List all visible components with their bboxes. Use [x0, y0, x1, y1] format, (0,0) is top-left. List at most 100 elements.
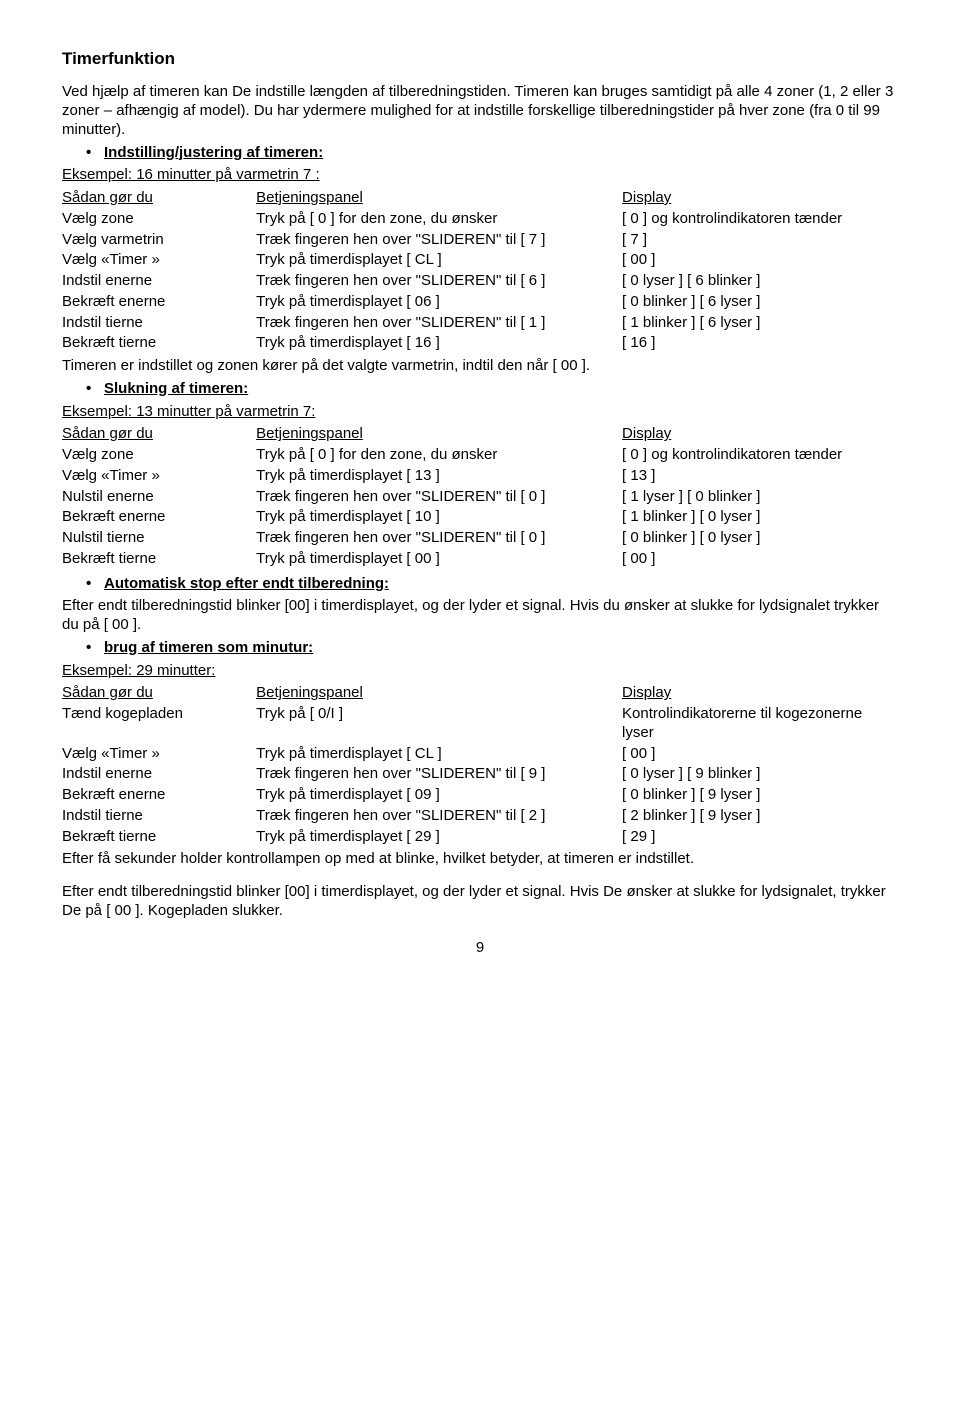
auto-stop-paragraph: Efter endt tilberedningstid blinker [00]…: [62, 597, 898, 635]
cell: Kontrolindikatorerne til kogezonerne lys…: [622, 705, 898, 745]
cell: [ 00 ]: [622, 745, 898, 766]
cell: Vælg «Timer »: [62, 745, 256, 766]
cell: Vælg zone: [62, 446, 256, 467]
table1-note: Timeren er indstillet og zonen kører på …: [62, 357, 898, 376]
cell: Træk fingeren hen over "SLIDEREN" til [ …: [256, 529, 622, 550]
cell: Bekræft tierne: [62, 334, 256, 355]
cell: Træk fingeren hen over "SLIDEREN" til [ …: [256, 272, 622, 293]
table-row: Bekræft tierne Tryk på timerdisplayet [ …: [62, 828, 898, 849]
cell: Træk fingeren hen over "SLIDEREN" til [ …: [256, 231, 622, 252]
cell: Tænd kogepladen: [62, 705, 256, 745]
cell: Tryk på [ 0/I ]: [256, 705, 622, 745]
table-row: Indstil enerne Træk fingeren hen over "S…: [62, 272, 898, 293]
final-paragraph: Efter endt tilberedningstid blinker [00]…: [62, 883, 898, 921]
cell: [ 1 blinker ] [ 6 lyser ]: [622, 314, 898, 335]
table-row: Tænd kogepladen Tryk på [ 0/I ] Kontroli…: [62, 705, 898, 745]
table-row: Bekræft tierne Tryk på timerdisplayet [ …: [62, 550, 898, 571]
cell: [ 1 blinker ] [ 0 lyser ]: [622, 508, 898, 529]
table-header-row: Sådan gør du Betjeningspanel Display: [62, 684, 898, 705]
cell: Tryk på [ 0 ] for den zone, du ønsker: [256, 210, 622, 231]
table-row: Vælg «Timer » Tryk på timerdisplayet [ C…: [62, 251, 898, 272]
cell: [ 0 blinker ] [ 0 lyser ]: [622, 529, 898, 550]
table-header-row: Sådan gør du Betjeningspanel Display: [62, 189, 898, 210]
table3-note: Efter få sekunder holder kontrollampen o…: [62, 850, 898, 869]
cell: Tryk på timerdisplayet [ 06 ]: [256, 293, 622, 314]
table-row: Bekræft enerne Tryk på timerdisplayet [ …: [62, 293, 898, 314]
cell: Indstil enerne: [62, 765, 256, 786]
header-display: Display: [622, 425, 898, 446]
table-example-3: Sådan gør du Betjeningspanel Display Tæn…: [62, 684, 898, 848]
cell: Bekræft tierne: [62, 828, 256, 849]
cell: Vælg zone: [62, 210, 256, 231]
bullet-minute-timer: brug af timeren som minutur:: [62, 639, 898, 658]
cell: [ 16 ]: [622, 334, 898, 355]
cell: Tryk på timerdisplayet [ 00 ]: [256, 550, 622, 571]
cell: Indstil enerne: [62, 272, 256, 293]
example-2-label: Eksempel: 13 minutter på varmetrin 7:: [62, 403, 898, 422]
table-row: Vælg varmetrin Træk fingeren hen over "S…: [62, 231, 898, 252]
header-display: Display: [622, 189, 898, 210]
cell: [ 0 lyser ] [ 6 blinker ]: [622, 272, 898, 293]
table-example-1: Sådan gør du Betjeningspanel Display Væl…: [62, 189, 898, 355]
cell: Indstil tierne: [62, 314, 256, 335]
cell: [ 13 ]: [622, 467, 898, 488]
table-row: Indstil tierne Træk fingeren hen over "S…: [62, 807, 898, 828]
bullet-turn-off-timer: Slukning af timeren:: [62, 380, 898, 399]
cell: [ 2 blinker ] [ 9 lyser ]: [622, 807, 898, 828]
cell: Vælg «Timer »: [62, 251, 256, 272]
cell: [ 00 ]: [622, 251, 898, 272]
cell: Bekræft enerne: [62, 786, 256, 807]
table-row: Vælg zone Tryk på [ 0 ] for den zone, du…: [62, 210, 898, 231]
cell: Tryk på timerdisplayet [ 13 ]: [256, 467, 622, 488]
example-1-label: Eksempel: 16 minutter på varmetrin 7 :: [62, 166, 898, 185]
cell: Tryk på timerdisplayet [ CL ]: [256, 251, 622, 272]
cell: Bekræft enerne: [62, 293, 256, 314]
cell: Tryk på timerdisplayet [ 16 ]: [256, 334, 622, 355]
table-row: Vælg «Timer » Tryk på timerdisplayet [ 1…: [62, 467, 898, 488]
header-panel: Betjeningspanel: [256, 425, 622, 446]
bullet-adjust-timer: Indstilling/justering af timeren:: [62, 144, 898, 163]
table-row: Vælg «Timer » Tryk på timerdisplayet [ C…: [62, 745, 898, 766]
table-header-row: Sådan gør du Betjeningspanel Display: [62, 425, 898, 446]
table-row: Vælg zone Tryk på [ 0 ] for den zone, du…: [62, 446, 898, 467]
cell: [ 0 blinker ] [ 6 lyser ]: [622, 293, 898, 314]
intro-paragraph: Ved hjælp af timeren kan De indstille læ…: [62, 83, 898, 139]
cell: Bekræft enerne: [62, 508, 256, 529]
cell: Nulstil enerne: [62, 488, 256, 509]
cell: [ 7 ]: [622, 231, 898, 252]
cell: Bekræft tierne: [62, 550, 256, 571]
cell: Træk fingeren hen over "SLIDEREN" til [ …: [256, 488, 622, 509]
cell: Tryk på timerdisplayet [ 09 ]: [256, 786, 622, 807]
cell: Vælg «Timer »: [62, 467, 256, 488]
cell: Træk fingeren hen over "SLIDEREN" til [ …: [256, 314, 622, 335]
header-action: Sådan gør du: [62, 425, 256, 446]
bullet-auto-stop: Automatisk stop efter endt tilberedning:: [62, 575, 898, 594]
cell: Tryk på [ 0 ] for den zone, du ønsker: [256, 446, 622, 467]
cell: Tryk på timerdisplayet [ 10 ]: [256, 508, 622, 529]
cell: Træk fingeren hen over "SLIDEREN" til [ …: [256, 765, 622, 786]
table-row: Bekræft tierne Tryk på timerdisplayet [ …: [62, 334, 898, 355]
table-row: Bekræft enerne Tryk på timerdisplayet [ …: [62, 786, 898, 807]
cell: [ 0 blinker ] [ 9 lyser ]: [622, 786, 898, 807]
cell: Vælg varmetrin: [62, 231, 256, 252]
cell: Nulstil tierne: [62, 529, 256, 550]
cell: [ 0 ] og kontrolindikatoren tænder: [622, 446, 898, 467]
cell: Tryk på timerdisplayet [ 29 ]: [256, 828, 622, 849]
cell: Indstil tierne: [62, 807, 256, 828]
table-example-2: Sådan gør du Betjeningspanel Display Væl…: [62, 425, 898, 570]
header-panel: Betjeningspanel: [256, 684, 622, 705]
example-3-label: Eksempel: 29 minutter:: [62, 662, 898, 681]
header-panel: Betjeningspanel: [256, 189, 622, 210]
table-row: Nulstil tierne Træk fingeren hen over "S…: [62, 529, 898, 550]
cell: Træk fingeren hen over "SLIDEREN" til [ …: [256, 807, 622, 828]
page-number: 9: [62, 939, 898, 958]
cell: [ 0 lyser ] [ 9 blinker ]: [622, 765, 898, 786]
cell: [ 0 ] og kontrolindikatoren tænder: [622, 210, 898, 231]
cell: [ 1 lyser ] [ 0 blinker ]: [622, 488, 898, 509]
table-row: Nulstil enerne Træk fingeren hen over "S…: [62, 488, 898, 509]
table-row: Indstil enerne Træk fingeren hen over "S…: [62, 765, 898, 786]
cell: Tryk på timerdisplayet [ CL ]: [256, 745, 622, 766]
header-action: Sådan gør du: [62, 684, 256, 705]
page-title: Timerfunktion: [62, 48, 898, 69]
cell: [ 00 ]: [622, 550, 898, 571]
